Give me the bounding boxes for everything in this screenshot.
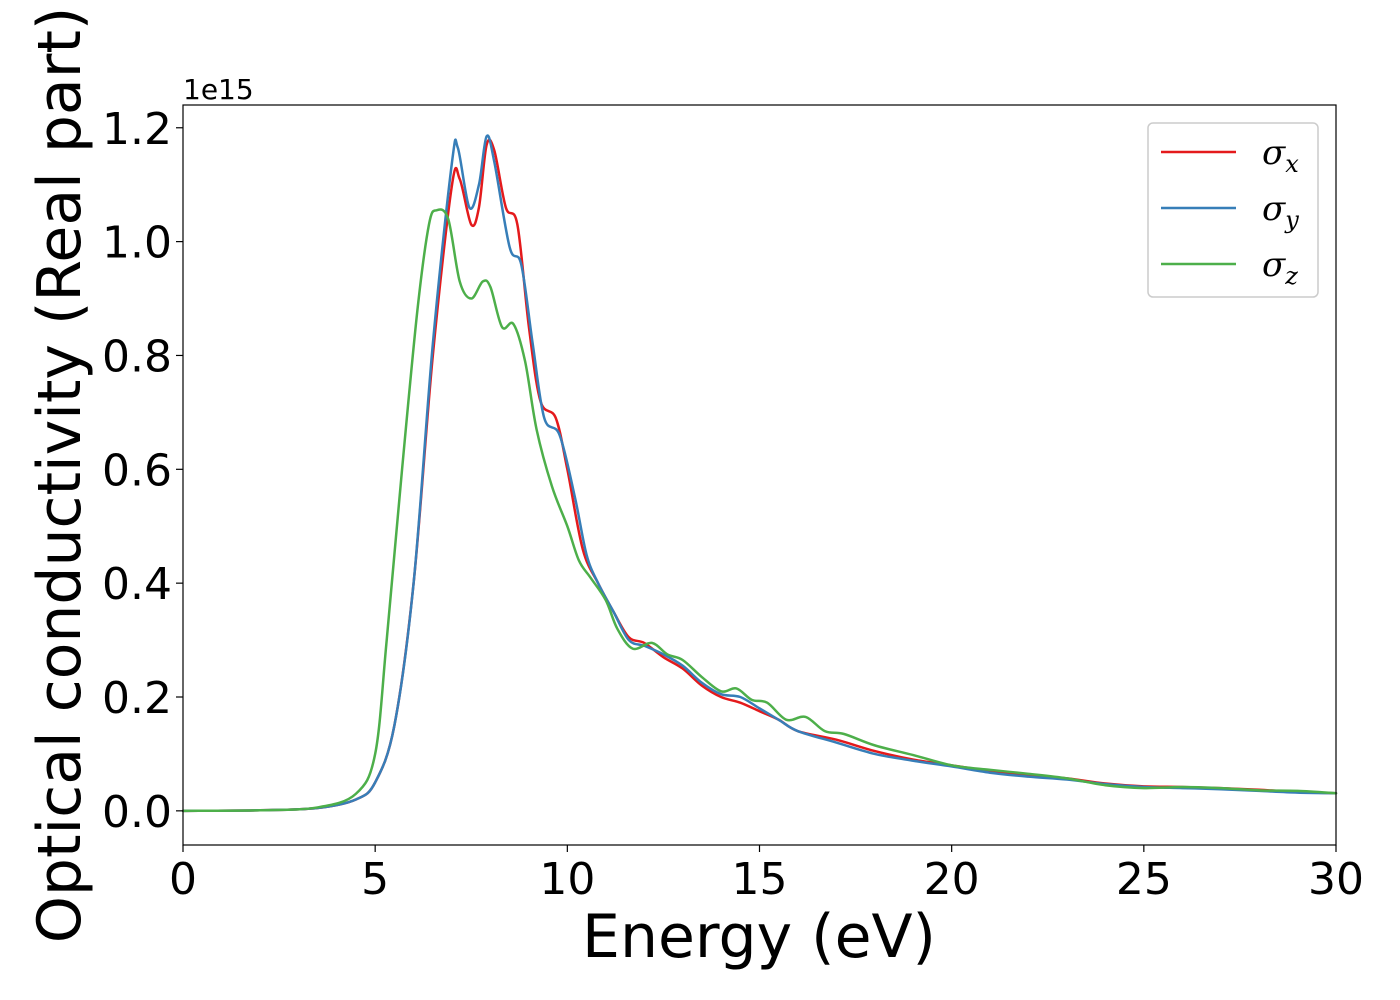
y-axis: 0.0 0.2 0.4 0.6 0.8 1.0 1.2 — [102, 104, 183, 838]
x-axis-title: Energy (eV) — [582, 902, 936, 972]
legend-subscript: y — [1284, 206, 1299, 234]
y-tick-label: 1.0 — [102, 218, 172, 269]
plot-area — [183, 105, 1336, 845]
x-tick-label: 0 — [169, 854, 197, 905]
y-tick-label: 0.6 — [102, 445, 172, 496]
legend-subscript: x — [1285, 150, 1299, 178]
x-tick-label: 20 — [924, 854, 980, 905]
series-layer — [181, 134, 1338, 813]
legend-symbol: σ — [1262, 189, 1286, 229]
legend-label-sigma-z: σz — [1262, 245, 1298, 290]
legend-symbol: σ — [1262, 245, 1286, 285]
legend-symbol: σ — [1262, 133, 1286, 173]
x-tick-label: 5 — [361, 854, 389, 905]
x-tick-label: 15 — [732, 854, 788, 905]
y-tick-label: 0.8 — [102, 331, 172, 382]
y-tick-label: 0.0 — [102, 787, 172, 838]
x-tick-label: 25 — [1116, 854, 1172, 905]
series-line-sigma-y — [181, 134, 1338, 813]
legend-frame — [1147, 122, 1319, 298]
series-line-sigma-z — [181, 208, 1338, 813]
y-tick-label: 0.2 — [102, 673, 172, 724]
y-axis-title: Optical conductivity (Real part) — [25, 7, 95, 944]
y-tick-label: 0.4 — [102, 559, 172, 610]
x-axis: 0 5 10 15 20 25 30 — [169, 845, 1364, 905]
legend-label-sigma-x: σx — [1262, 133, 1299, 178]
legend-subscript: z — [1284, 262, 1298, 290]
y-offset-label: 1e15 — [183, 73, 254, 106]
x-tick-label: 30 — [1308, 854, 1364, 905]
legend-label-sigma-y: σy — [1262, 189, 1299, 234]
y-tick-label: 1.2 — [102, 104, 172, 155]
x-tick-label: 10 — [539, 854, 595, 905]
